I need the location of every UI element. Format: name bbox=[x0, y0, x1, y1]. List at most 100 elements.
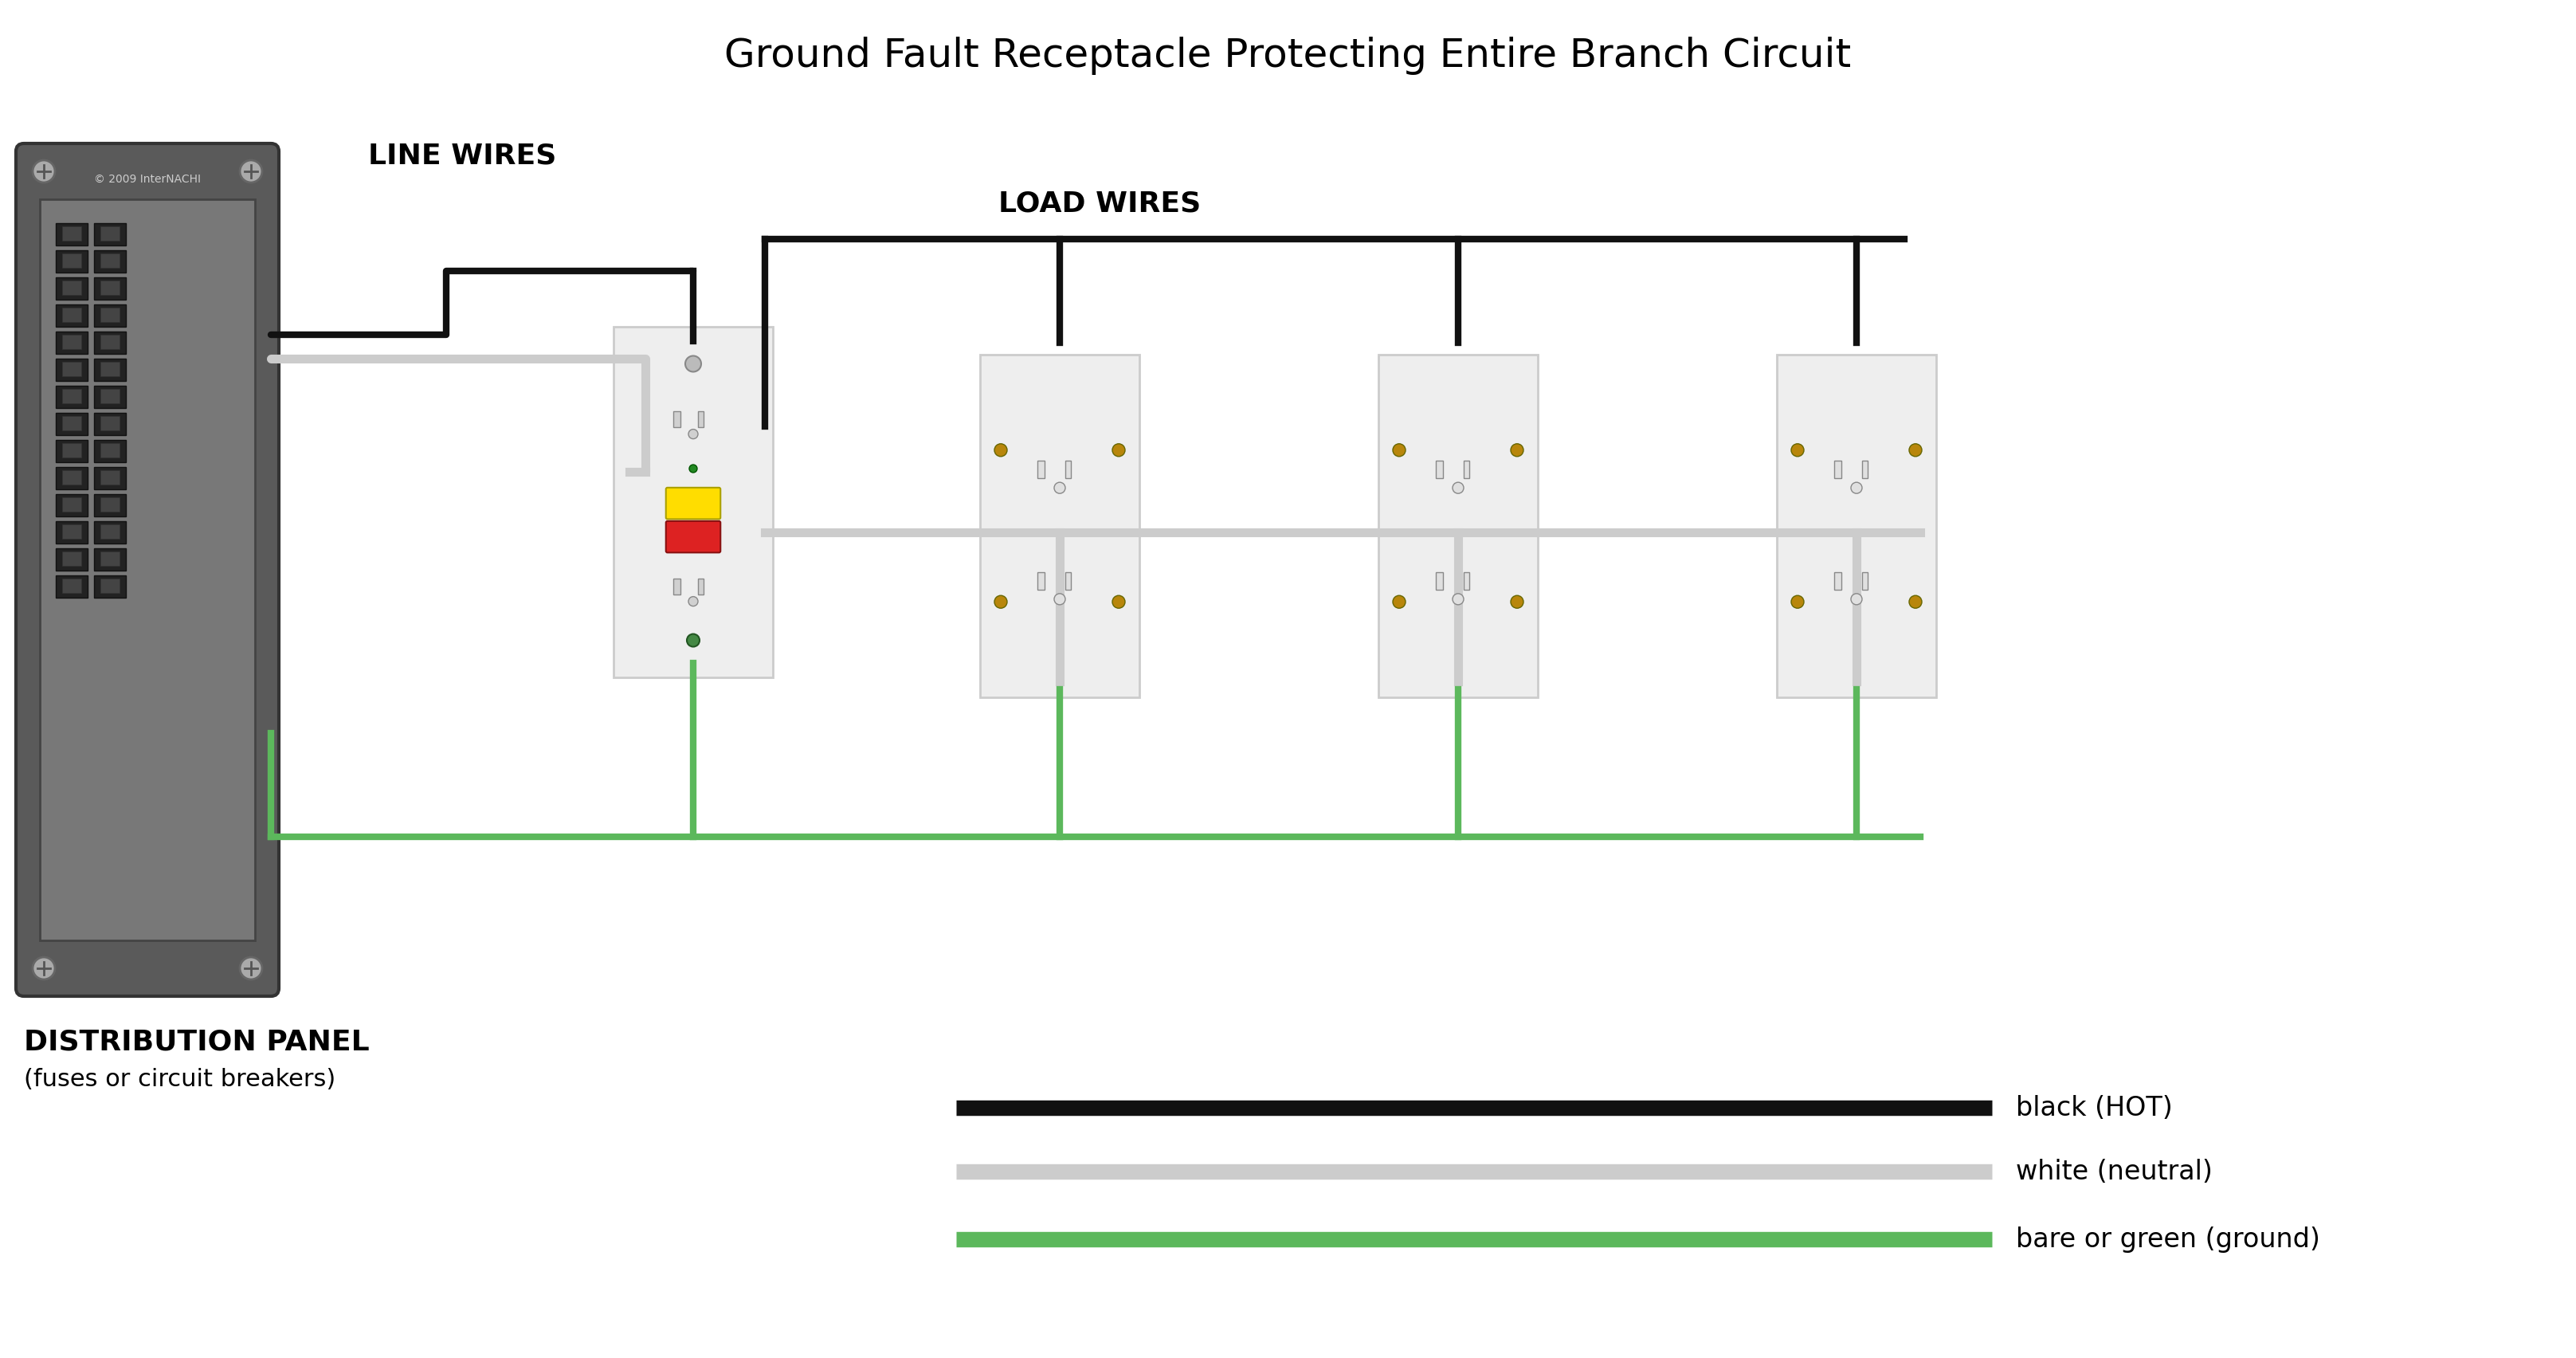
Bar bbox=[62, 254, 82, 268]
Bar bbox=[100, 416, 118, 430]
Text: DISTRIBUTION PANEL: DISTRIBUTION PANEL bbox=[23, 1028, 368, 1055]
Bar bbox=[57, 250, 88, 273]
Circle shape bbox=[688, 634, 701, 646]
Bar bbox=[93, 576, 126, 598]
Bar bbox=[57, 223, 88, 246]
Bar bbox=[1463, 572, 1468, 589]
Bar bbox=[93, 250, 126, 273]
Bar bbox=[57, 386, 88, 407]
FancyBboxPatch shape bbox=[15, 144, 278, 997]
Bar bbox=[100, 524, 118, 539]
Bar bbox=[100, 470, 118, 485]
Circle shape bbox=[1790, 595, 1803, 608]
Bar bbox=[62, 388, 82, 403]
Bar bbox=[62, 416, 82, 430]
Bar bbox=[57, 331, 88, 354]
Bar bbox=[1435, 572, 1443, 589]
Text: Ground Fault Receptacle Protecting Entire Branch Circuit: Ground Fault Receptacle Protecting Entir… bbox=[724, 37, 1852, 75]
Bar bbox=[57, 576, 88, 598]
Bar bbox=[1463, 460, 1468, 478]
Bar bbox=[57, 277, 88, 300]
Bar bbox=[100, 551, 118, 566]
Circle shape bbox=[994, 595, 1007, 608]
Bar bbox=[672, 411, 680, 426]
Text: white (neutral): white (neutral) bbox=[2017, 1158, 2213, 1184]
Circle shape bbox=[1790, 444, 1803, 456]
Bar bbox=[57, 304, 88, 327]
Circle shape bbox=[240, 160, 263, 182]
FancyBboxPatch shape bbox=[1383, 368, 1533, 684]
Bar bbox=[93, 223, 126, 246]
Circle shape bbox=[1453, 593, 1463, 604]
Circle shape bbox=[1510, 444, 1522, 456]
Bar bbox=[62, 308, 82, 322]
Text: black (HOT): black (HOT) bbox=[2017, 1095, 2172, 1120]
Bar bbox=[1834, 572, 1842, 589]
Circle shape bbox=[1852, 593, 1862, 604]
Bar bbox=[93, 467, 126, 489]
Circle shape bbox=[1394, 444, 1406, 456]
Bar bbox=[100, 497, 118, 512]
Bar bbox=[100, 443, 118, 458]
Bar bbox=[62, 524, 82, 539]
Bar bbox=[57, 440, 88, 462]
Bar bbox=[62, 551, 82, 566]
Circle shape bbox=[1909, 444, 1922, 456]
Bar bbox=[93, 521, 126, 543]
Bar bbox=[62, 281, 82, 295]
FancyBboxPatch shape bbox=[1783, 368, 1929, 684]
Circle shape bbox=[994, 444, 1007, 456]
Bar bbox=[100, 281, 118, 295]
Bar bbox=[93, 331, 126, 354]
Bar bbox=[62, 470, 82, 485]
Bar bbox=[672, 579, 680, 595]
Bar bbox=[57, 359, 88, 382]
Bar bbox=[1777, 354, 1937, 697]
Bar bbox=[93, 549, 126, 570]
Circle shape bbox=[1909, 595, 1922, 608]
Bar bbox=[39, 200, 255, 940]
Bar bbox=[93, 277, 126, 300]
Bar bbox=[57, 549, 88, 570]
Bar bbox=[1862, 572, 1868, 589]
FancyBboxPatch shape bbox=[667, 488, 721, 519]
Text: bare or green (ground): bare or green (ground) bbox=[2017, 1226, 2321, 1252]
Circle shape bbox=[1054, 482, 1066, 493]
Circle shape bbox=[1852, 482, 1862, 493]
Bar bbox=[93, 386, 126, 407]
Bar bbox=[1038, 460, 1046, 478]
Bar bbox=[62, 334, 82, 349]
Circle shape bbox=[1054, 593, 1066, 604]
FancyBboxPatch shape bbox=[667, 521, 721, 553]
Circle shape bbox=[240, 957, 263, 979]
Circle shape bbox=[1394, 595, 1406, 608]
Circle shape bbox=[1510, 595, 1522, 608]
Bar bbox=[62, 361, 82, 376]
Circle shape bbox=[690, 464, 698, 473]
Text: (fuses or circuit breakers): (fuses or circuit breakers) bbox=[23, 1067, 335, 1090]
Circle shape bbox=[1453, 482, 1463, 493]
Bar bbox=[62, 443, 82, 458]
FancyBboxPatch shape bbox=[1005, 397, 1115, 656]
Circle shape bbox=[1113, 595, 1126, 608]
FancyBboxPatch shape bbox=[987, 368, 1133, 684]
Bar bbox=[100, 254, 118, 268]
Text: © 2009 InterNACHI: © 2009 InterNACHI bbox=[93, 174, 201, 185]
FancyBboxPatch shape bbox=[1401, 397, 1515, 656]
Bar bbox=[1064, 460, 1072, 478]
Bar bbox=[93, 413, 126, 435]
Text: LOAD WIRES: LOAD WIRES bbox=[999, 190, 1200, 217]
Bar bbox=[1038, 572, 1046, 589]
Bar bbox=[93, 440, 126, 462]
Bar bbox=[1064, 572, 1072, 589]
Bar bbox=[93, 304, 126, 327]
Bar bbox=[62, 227, 82, 240]
Bar bbox=[1378, 354, 1538, 697]
Circle shape bbox=[33, 957, 54, 979]
Circle shape bbox=[688, 429, 698, 439]
Circle shape bbox=[688, 596, 698, 606]
FancyBboxPatch shape bbox=[644, 371, 742, 634]
FancyBboxPatch shape bbox=[626, 346, 760, 657]
Bar bbox=[62, 497, 82, 512]
Bar bbox=[57, 413, 88, 435]
